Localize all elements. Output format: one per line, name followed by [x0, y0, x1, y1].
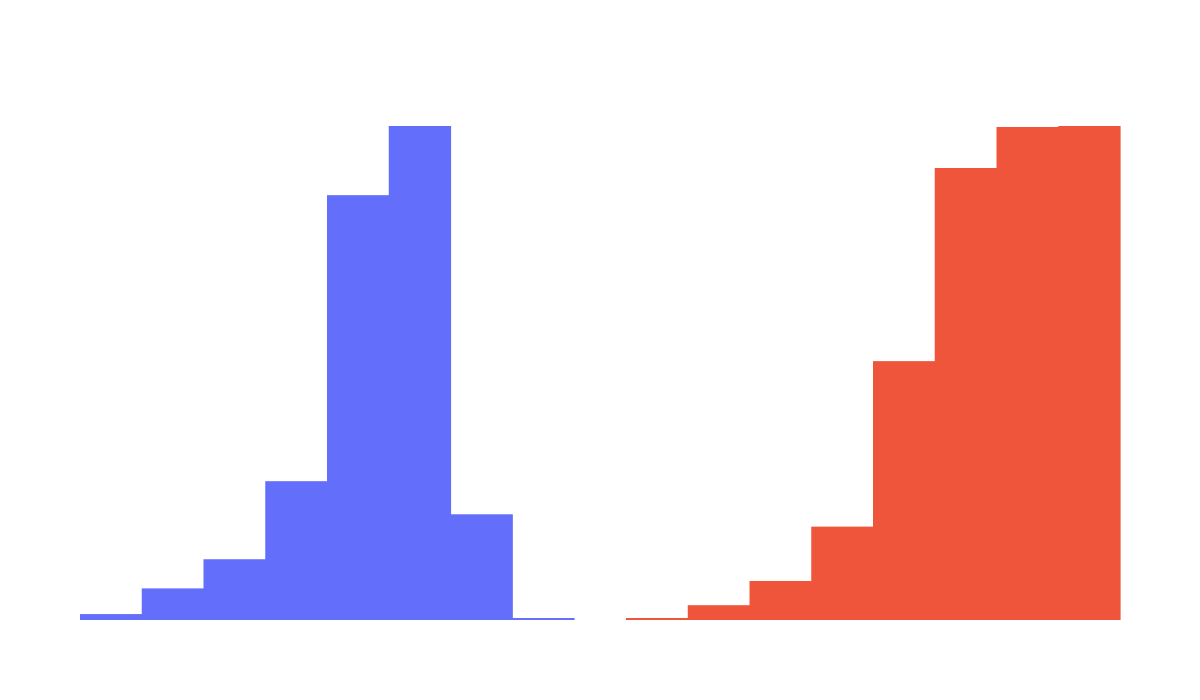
histogram-bar-0-6 [450, 514, 513, 620]
histogram-bar-0-5 [388, 126, 452, 620]
histogram-bar-0-3 [265, 481, 328, 620]
histogram-bar-1-3 [811, 526, 874, 620]
histogram-bar-0-2 [203, 559, 266, 620]
histogram-bar-1-6 [996, 126, 1059, 621]
histogram-bar-0-4 [327, 195, 390, 620]
histogram-bar-1-7 [1058, 126, 1121, 620]
histogram-bar-0-1 [141, 588, 205, 620]
histogram-bar-1-5 [934, 167, 998, 621]
histogram-bar-1-0 [626, 618, 689, 620]
histogram-bar-1-1 [687, 605, 751, 620]
histogram-bar-1-4 [873, 361, 936, 620]
left-histogram-panel [80, 126, 575, 620]
histogram-bar-1-2 [749, 580, 812, 620]
right-histogram-panel [626, 126, 1121, 621]
histogram-bar-0-0 [80, 614, 143, 620]
histogram-bar-0-7 [512, 618, 575, 620]
